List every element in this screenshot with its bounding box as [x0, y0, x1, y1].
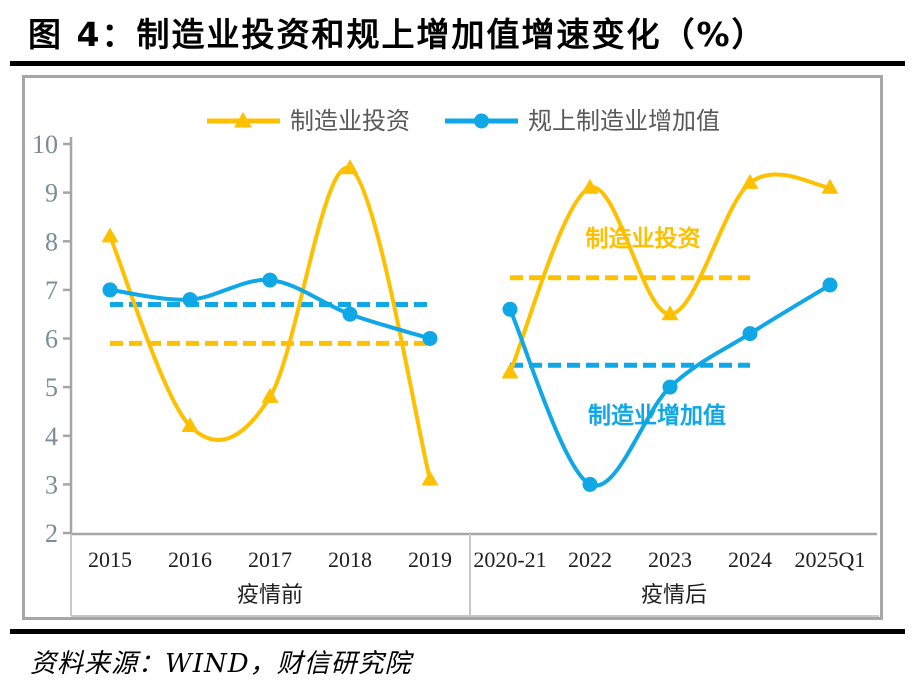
data-point-triangle-marker: [821, 178, 839, 194]
category-label: 2017: [248, 547, 292, 572]
category-label: 2020-21: [473, 547, 546, 572]
group-label-pre-pandemic: 疫情前: [237, 583, 303, 608]
category-label: 2016: [168, 547, 212, 572]
data-point-circle-marker: [662, 379, 678, 395]
y-tick-label: 4: [45, 422, 58, 451]
chart-legend: 制造业投资 规上制造业增加值: [207, 107, 720, 135]
category-label: 2025Q1: [795, 547, 866, 572]
data-point-circle-marker: [182, 292, 198, 308]
y-tick-label: 3: [45, 470, 58, 499]
data-point-circle-marker: [502, 301, 518, 317]
data-point-circle-marker: [822, 277, 838, 293]
legend-label-added-value: 规上制造业增加值: [528, 107, 720, 135]
data-point-circle-marker: [582, 476, 598, 492]
group-label-post-pandemic: 疫情后: [641, 583, 707, 608]
figure-title: 图 4：制造业投资和规上增加值增速变化（%）: [28, 15, 767, 54]
data-point-triangle-marker: [661, 305, 679, 321]
x-axis-box: [70, 532, 879, 617]
series-markers: [101, 159, 839, 492]
y-tick-label: 5: [45, 373, 58, 402]
data-point-circle-marker: [422, 331, 438, 346]
series-curve: [508, 283, 832, 488]
series-curve: [508, 172, 832, 375]
legend-circle-marker-icon: [474, 113, 489, 129]
annotation-investment: 制造业投资: [586, 226, 701, 252]
annotation-added-value: 制造业增加值: [588, 402, 726, 429]
category-label: 2018: [328, 547, 372, 572]
category-label: 2023: [648, 547, 692, 572]
series-curve: [108, 166, 432, 482]
footer-divider: [10, 629, 905, 634]
data-point-triangle-marker: [581, 178, 599, 194]
chart-border: [22, 75, 883, 620]
data-point-triangle-marker: [261, 387, 279, 403]
data-point-circle-marker: [742, 326, 758, 342]
mean-dashed-lines: [110, 275, 750, 368]
data-point-circle-marker: [342, 306, 358, 322]
y-axis-ticks: 10 9 8 7 6 5 4 3 2: [32, 130, 71, 548]
title-divider: [10, 61, 905, 66]
legend-label-investment: 制造业投资: [290, 107, 410, 135]
x-axis-labels: 2015 2016 2017 2018 2019 2020-21 2022 2023 2024 2…: [88, 547, 865, 572]
y-tick-label: 7: [45, 276, 58, 305]
category-label: 2015: [88, 547, 132, 572]
data-point-triangle-marker: [501, 363, 519, 379]
y-tick-label: 2: [45, 519, 58, 548]
y-tick-label: 6: [45, 325, 58, 354]
data-point-triangle-marker: [181, 417, 199, 432]
data-point-triangle-marker: [341, 159, 359, 175]
data-point-circle-marker: [262, 272, 278, 288]
y-tick-label: 8: [45, 227, 58, 256]
source-note: 资料来源：WIND，财信研究院: [30, 649, 412, 679]
category-label: 2019: [408, 547, 452, 572]
data-point-triangle-marker: [741, 173, 759, 189]
legend-triangle-marker-icon: [234, 112, 252, 128]
category-label: 2024: [728, 547, 772, 572]
data-point-circle-marker: [102, 282, 118, 298]
y-tick-label: 10: [32, 130, 58, 159]
y-tick-label: 9: [45, 179, 58, 208]
data-point-triangle-marker: [101, 227, 119, 243]
category-label: 2022: [568, 547, 612, 572]
data-point-triangle-marker: [421, 470, 439, 486]
